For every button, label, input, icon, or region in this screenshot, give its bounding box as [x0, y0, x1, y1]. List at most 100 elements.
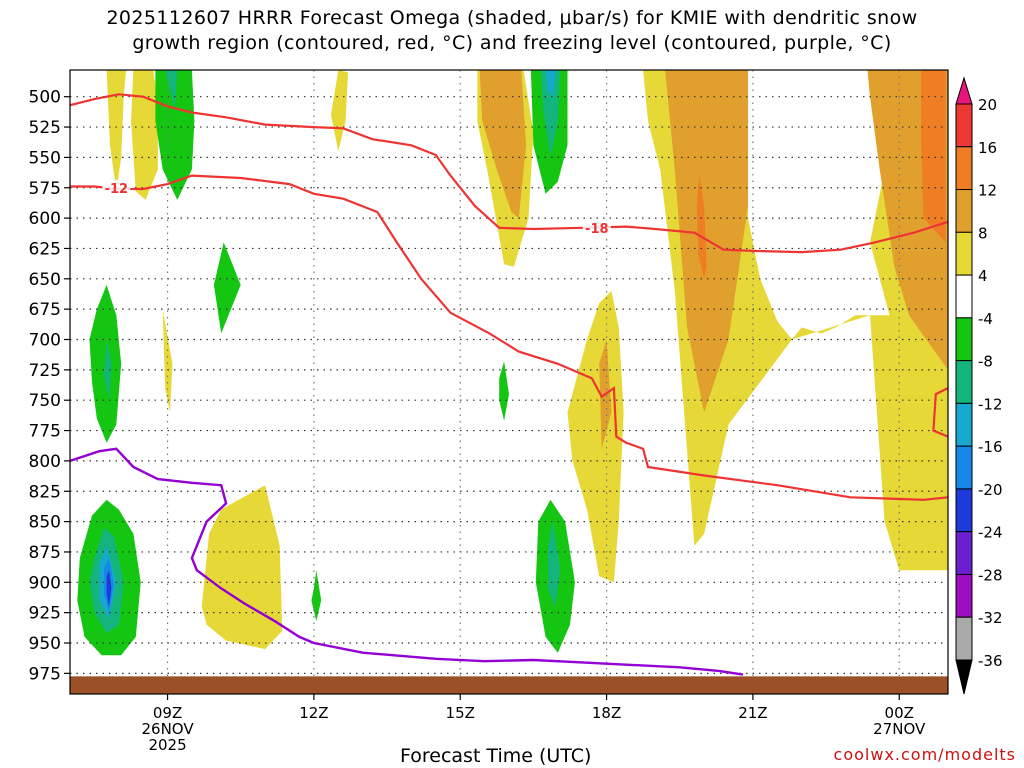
y-tick-label: 675 — [29, 300, 61, 320]
freezing-level-contour — [69, 447, 744, 676]
terrain-band — [70, 676, 948, 694]
colorbar-level-label: -16 — [978, 438, 1003, 456]
y-tick-label: 700 — [29, 331, 61, 351]
colorbar-level-label: 20 — [978, 96, 997, 114]
y-tick-label: 950 — [29, 634, 61, 654]
y-tick-label: 925 — [29, 604, 61, 624]
axes-layer: 500 525 550 575 600 625 650 675 700 725 750 775 800 8… — [29, 69, 949, 754]
contour-label-box — [582, 219, 611, 236]
colorbar-level-label: -20 — [978, 481, 1003, 499]
y-tick-label: 850 — [29, 513, 61, 533]
y-tick-label: 875 — [29, 543, 61, 563]
colorbar-bin — [955, 317, 973, 362]
x-tick-label: 26NOV — [141, 720, 194, 738]
chart-title-line-2: growth region (contoured, red, °C) and f… — [132, 32, 892, 54]
omega-region-sinking_8_12 — [104, 339, 112, 401]
colorbar-bin — [955, 488, 973, 533]
y-tick-label: 900 — [29, 573, 61, 593]
y-tick-label: 550 — [29, 148, 61, 168]
contour-layer: -12 -18 — [69, 93, 949, 676]
y-tick-label: 725 — [29, 361, 61, 381]
x-tick-label: 2025 — [148, 736, 186, 754]
colorbar-arrow-top — [955, 76, 973, 105]
colorbar-bin — [955, 146, 973, 191]
contour-label-box — [102, 179, 131, 196]
colorbar-level-label: -32 — [978, 609, 1003, 627]
isotherm-label: -12 — [105, 182, 129, 197]
x-tick-label: 00Z — [885, 704, 914, 722]
omega-region-rising_8_12 — [665, 70, 748, 413]
plot-frame — [69, 69, 949, 695]
x-axis-label: Forecast Time (UTC) — [400, 745, 592, 767]
y-tick-label: 775 — [29, 422, 61, 442]
colorbar-level-label: -8 — [978, 353, 993, 371]
y-tick-label: 750 — [29, 391, 61, 411]
y-tick-label: 825 — [29, 482, 61, 502]
omega-region-rising_12_16 — [696, 175, 707, 279]
terrain-layer — [70, 676, 948, 694]
colorbar-level-label: -24 — [978, 524, 1003, 542]
colorbar: 20 16 12 8 4 -4 -8 -12 -16 -20 -24 -28 -32 -36 — [955, 76, 1003, 695]
colorbar-bin — [955, 531, 973, 575]
omega-region-sinking_8_12 — [165, 70, 178, 109]
colorbar-arrow-bottom — [955, 659, 973, 695]
colorbar-level-label: -4 — [978, 310, 993, 328]
omega-region-rising_12_16 — [921, 70, 946, 243]
colorbar-bin — [955, 274, 973, 319]
omega-region-rising_4_8 — [162, 309, 173, 413]
omega-region-sinking_20_24 — [106, 570, 112, 607]
colorbar-bin — [955, 360, 973, 404]
colorbar-level-label: 4 — [978, 267, 988, 285]
colorbar-level-label: 8 — [978, 224, 988, 242]
chart-title: 2025112607 HRRR Forecast Omega (shaded, … — [0, 6, 1024, 56]
omega-region-sinking_4_8 — [311, 570, 322, 622]
omega-region-rising_4_8 — [131, 70, 158, 200]
colorbar-bin — [955, 573, 973, 618]
x-tick-label: 15Z — [446, 704, 475, 722]
omega-region-sinking_12_16 — [545, 70, 556, 97]
x-tick-label: 18Z — [592, 704, 621, 722]
omega-region-sinking_4_8 — [213, 242, 241, 334]
colorbar-level-label: -12 — [978, 395, 1003, 413]
y-tick-label: 975 — [29, 664, 61, 684]
isotherm-contour — [932, 387, 949, 438]
colorbar-bin — [955, 616, 973, 661]
isotherm-contour — [69, 93, 949, 254]
y-tick-label: 575 — [29, 179, 61, 199]
y-tick-label: 650 — [29, 270, 61, 290]
y-tick-label: 625 — [29, 239, 61, 259]
isotherm-contour — [70, 174, 949, 501]
colorbar-level-label: -36 — [978, 652, 1003, 670]
omega-region-rising_8_12 — [479, 70, 527, 219]
omega-region-sinking_4_8 — [499, 361, 509, 421]
omega-shading-layer — [70, 70, 948, 694]
y-tick-label: 600 — [29, 209, 61, 229]
y-tick-label: 500 — [29, 88, 61, 108]
grid-layer — [70, 70, 948, 694]
colorbar-level-label: -28 — [978, 567, 1003, 585]
chart-title-line-1: 2025112607 HRRR Forecast Omega (shaded, … — [106, 7, 918, 29]
omega-region-sinking_8_12 — [548, 521, 561, 607]
isotherm-label: -18 — [585, 222, 609, 237]
omega-region-rising_4_8 — [567, 290, 624, 583]
colorbar-bin — [955, 402, 973, 447]
x-tick-label: 09Z — [153, 704, 182, 722]
colorbar-bin — [955, 445, 973, 490]
omega-region-sinking_4_8 — [155, 70, 195, 200]
omega-region-rising_4_8 — [201, 485, 283, 650]
x-tick-label: 27NOV — [873, 720, 926, 738]
colorbar-bin — [955, 231, 973, 276]
credit-text: coolwx.com/modelts — [833, 745, 1016, 764]
omega-region-sinking_8_12 — [540, 70, 561, 158]
colorbar-level-label: 12 — [978, 182, 997, 200]
colorbar-level-label: 16 — [978, 139, 997, 157]
omega-region-rising_4_8 — [331, 70, 348, 152]
y-tick-label: 800 — [29, 452, 61, 472]
colorbar-bin — [955, 103, 973, 148]
x-tick-label: 21Z — [738, 704, 767, 722]
colorbar-bin — [955, 189, 973, 233]
x-tick-label: 12Z — [299, 704, 328, 722]
y-tick-label: 525 — [29, 118, 61, 138]
omega-region-rising_4_8 — [94, 70, 127, 192]
